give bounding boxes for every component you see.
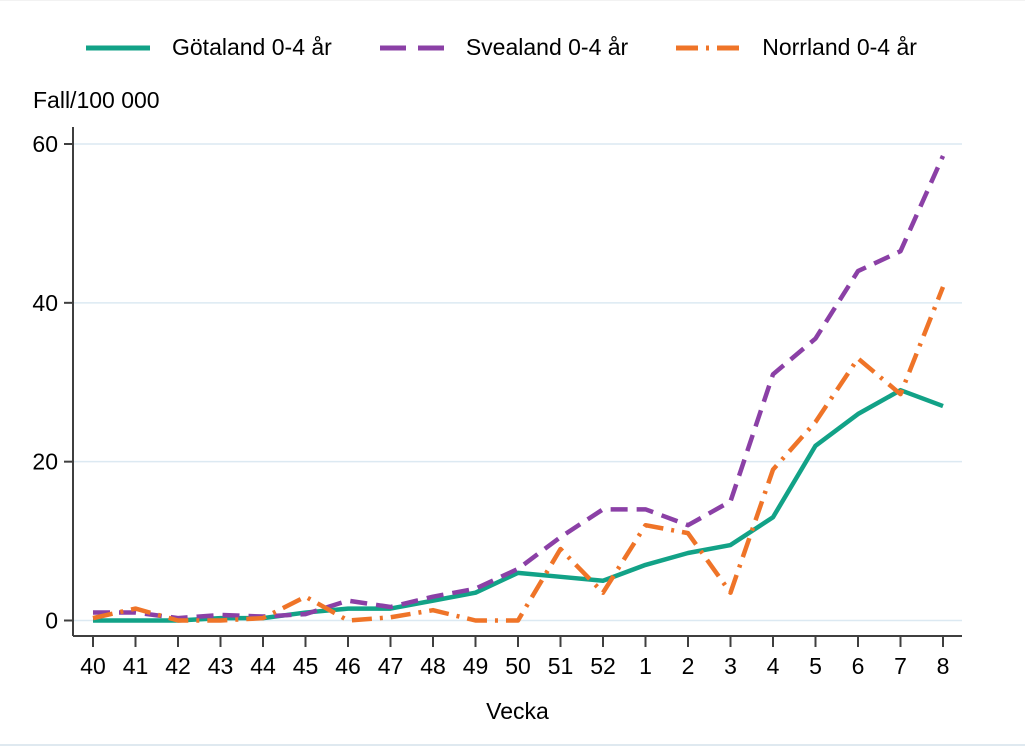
legend-label-svealand: Svealand 0-4 år bbox=[465, 34, 629, 60]
y-tick-label: 40 bbox=[32, 290, 58, 316]
legend-item-norrland: Norrland 0-4 år bbox=[676, 34, 917, 61]
legend-line-swatch-dashed-icon bbox=[379, 45, 444, 50]
series-line-svealand-0-4-r bbox=[93, 154, 946, 621]
x-tick-label: 40 bbox=[80, 653, 106, 679]
x-tick-label: 48 bbox=[420, 653, 446, 679]
x-tick-label: 47 bbox=[378, 653, 404, 679]
x-tick-label: 44 bbox=[250, 653, 276, 679]
x-tick-label: 4 bbox=[767, 653, 780, 679]
legend-line-swatch-solid-icon bbox=[86, 45, 150, 50]
y-tick-label: 20 bbox=[32, 449, 58, 475]
chart-legend: Götaland 0-4 år Svealand 0-4 år Norrland… bbox=[86, 34, 917, 61]
x-tick-label: 42 bbox=[165, 653, 191, 679]
x-axis-title: Vecka bbox=[486, 698, 549, 724]
x-tick-label: 8 bbox=[937, 653, 950, 679]
x-tick-label: 2 bbox=[682, 653, 695, 679]
legend-label-gotaland: Götaland 0-4 år bbox=[172, 34, 332, 60]
legend-item-gotaland: Götaland 0-4 år bbox=[86, 34, 332, 61]
legend-label-norrland: Norrland 0-4 år bbox=[762, 34, 917, 60]
x-tick-label: 45 bbox=[293, 653, 319, 679]
x-tick-label: 50 bbox=[505, 653, 531, 679]
x-tick-label: 6 bbox=[852, 653, 865, 679]
y-tick-label: 60 bbox=[32, 131, 58, 157]
x-tick-label: 46 bbox=[335, 653, 361, 679]
x-tick-label: 52 bbox=[590, 653, 616, 679]
x-tick-label: 49 bbox=[463, 653, 489, 679]
x-tick-label: 43 bbox=[208, 653, 234, 679]
x-tick-label: 41 bbox=[123, 653, 149, 679]
series-line-norrland-0-4-r bbox=[92, 286, 946, 623]
x-tick-label: 1 bbox=[639, 653, 652, 679]
x-tick-label: 51 bbox=[548, 653, 574, 679]
legend-line-swatch-dashdot-icon bbox=[676, 45, 741, 50]
x-tick-label: 5 bbox=[809, 653, 822, 679]
y-tick-label: 0 bbox=[45, 608, 58, 634]
x-tick-label: 3 bbox=[724, 653, 737, 679]
legend-item-svealand: Svealand 0-4 år bbox=[379, 34, 629, 61]
series-line-g-taland-0-4-r bbox=[93, 387, 944, 623]
x-tick-label: 7 bbox=[894, 653, 907, 679]
y-axis-title: Fall/100 000 bbox=[33, 87, 160, 113]
